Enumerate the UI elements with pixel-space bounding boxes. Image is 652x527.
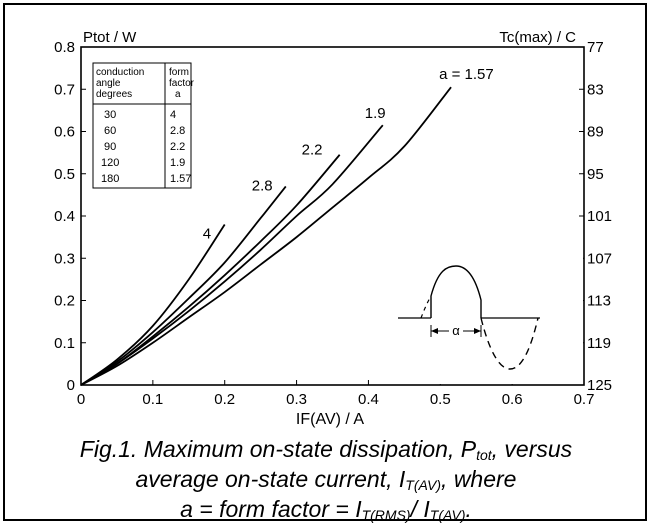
series-line [80, 124, 384, 386]
inset-background [394, 257, 583, 384]
right-tick-label: 89 [587, 124, 604, 141]
series-line [80, 223, 226, 386]
alpha-label: α [452, 323, 460, 338]
x-tick-label: 0.4 [358, 391, 379, 408]
y-tick-label: 0.6 [54, 124, 75, 141]
y-ticks: 0 0.1 0.2 0.3 0.4 0.5 0.6 0.7 0.8 [54, 39, 86, 394]
x-tick-label: 0.2 [214, 391, 235, 408]
alpha-arrowhead-left [431, 328, 438, 334]
positive-lead-dashed [420, 295, 432, 319]
table-cell-angle: 30 [104, 109, 116, 121]
right-tick-label: 101 [587, 208, 612, 225]
caption-line-1: Fig.1. Maximum on-state dissipation, Pto… [79, 436, 573, 463]
right-tick-label: 95 [587, 166, 604, 183]
series-line [80, 154, 341, 386]
table-cell-angle: 90 [104, 141, 116, 153]
table-header-2b: factor [169, 78, 195, 89]
x-tick-label: 0.5 [430, 391, 451, 408]
series-label: 2.2 [302, 142, 323, 159]
series-line [80, 185, 287, 386]
x-tick-label: 0.3 [286, 391, 307, 408]
y-tick-label: 0.5 [54, 166, 75, 183]
table-header-1a: conduction [96, 67, 144, 78]
right-tick-label: 107 [587, 250, 612, 267]
x-ticks: 0 0.1 0.2 0.3 0.4 0.5 0.6 0.7 [77, 380, 595, 408]
y-tick-label: 0.7 [54, 81, 75, 98]
series-group [80, 86, 452, 386]
positive-half-cycle [430, 265, 482, 318]
table-cell-angle: 180 [101, 173, 119, 185]
right-tick-label: 113 [587, 293, 611, 310]
x-tick-label: 0.7 [574, 391, 595, 408]
y-tick-label: 0.8 [54, 39, 75, 56]
left-axis-title: Ptot / W [83, 29, 137, 46]
table-cell-factor: 2.2 [170, 141, 185, 153]
waveform-inset: α [394, 257, 583, 384]
caption-line-2: average on-state current, IT(AV), where [135, 466, 517, 493]
table-cell-factor: 1.9 [170, 157, 185, 169]
x-tick-label: 0.1 [142, 391, 163, 408]
y-tick-label: 0.2 [54, 293, 75, 310]
y-tick-label: 0.1 [54, 335, 75, 352]
right-axis-title: Tc(max) / C [499, 29, 576, 46]
table-cell-factor: 2.8 [170, 125, 185, 137]
figure-caption: Fig.1. Maximum on-state dissipation, Pto… [0, 437, 652, 527]
table-cell-factor: 1.57 [170, 173, 191, 185]
series-label: 1.9 [365, 105, 386, 122]
table-cell-angle: 120 [101, 157, 119, 169]
series-label: 2.8 [252, 177, 273, 194]
y-tick-label: 0.3 [54, 250, 75, 267]
series-label: a = 1.57 [439, 66, 494, 83]
x-tick-label: 0.6 [502, 391, 523, 408]
alpha-arrowhead-right [474, 328, 481, 334]
chart: 0 0.1 0.2 0.3 0.4 0.5 0.6 0.7 00.10.20.30.40.50… [54, 29, 612, 428]
x-tick-label: 0 [77, 391, 85, 408]
right-tick-label: 77 [587, 39, 604, 56]
series-line [80, 86, 452, 386]
right-ticks: 125 119 113 107 101 95 89 83 77 [579, 39, 612, 394]
series-labels: 4 2.8 2.2 1.9 a = 1.57 [203, 66, 494, 242]
conduction-table: conduction angle degrees form factor a 3… [92, 62, 195, 189]
negative-half-cycle-dashed [480, 317, 539, 370]
y-tick-label: 0.4 [54, 208, 75, 225]
series-label: 4 [203, 225, 211, 242]
table-cell-factor: 4 [170, 109, 176, 121]
table-header-1b: angle [96, 78, 121, 89]
table-header-2c: a [175, 89, 181, 100]
right-tick-label: 83 [587, 81, 604, 98]
x-axis-label: IF(AV) / A [296, 411, 364, 428]
table-header-2a: form [169, 67, 189, 78]
table-cell-angle: 60 [104, 125, 116, 137]
caption-line-3: a = form factor = IT(RMS)/ IT(AV). [180, 496, 472, 523]
table-header-1c: degrees [96, 89, 132, 100]
table-border [92, 62, 192, 189]
alpha-label-bg [449, 323, 463, 337]
right-tick-label: 125 [587, 377, 612, 394]
right-tick-label: 119 [587, 335, 611, 352]
y-tick-label: 0 [67, 377, 75, 394]
